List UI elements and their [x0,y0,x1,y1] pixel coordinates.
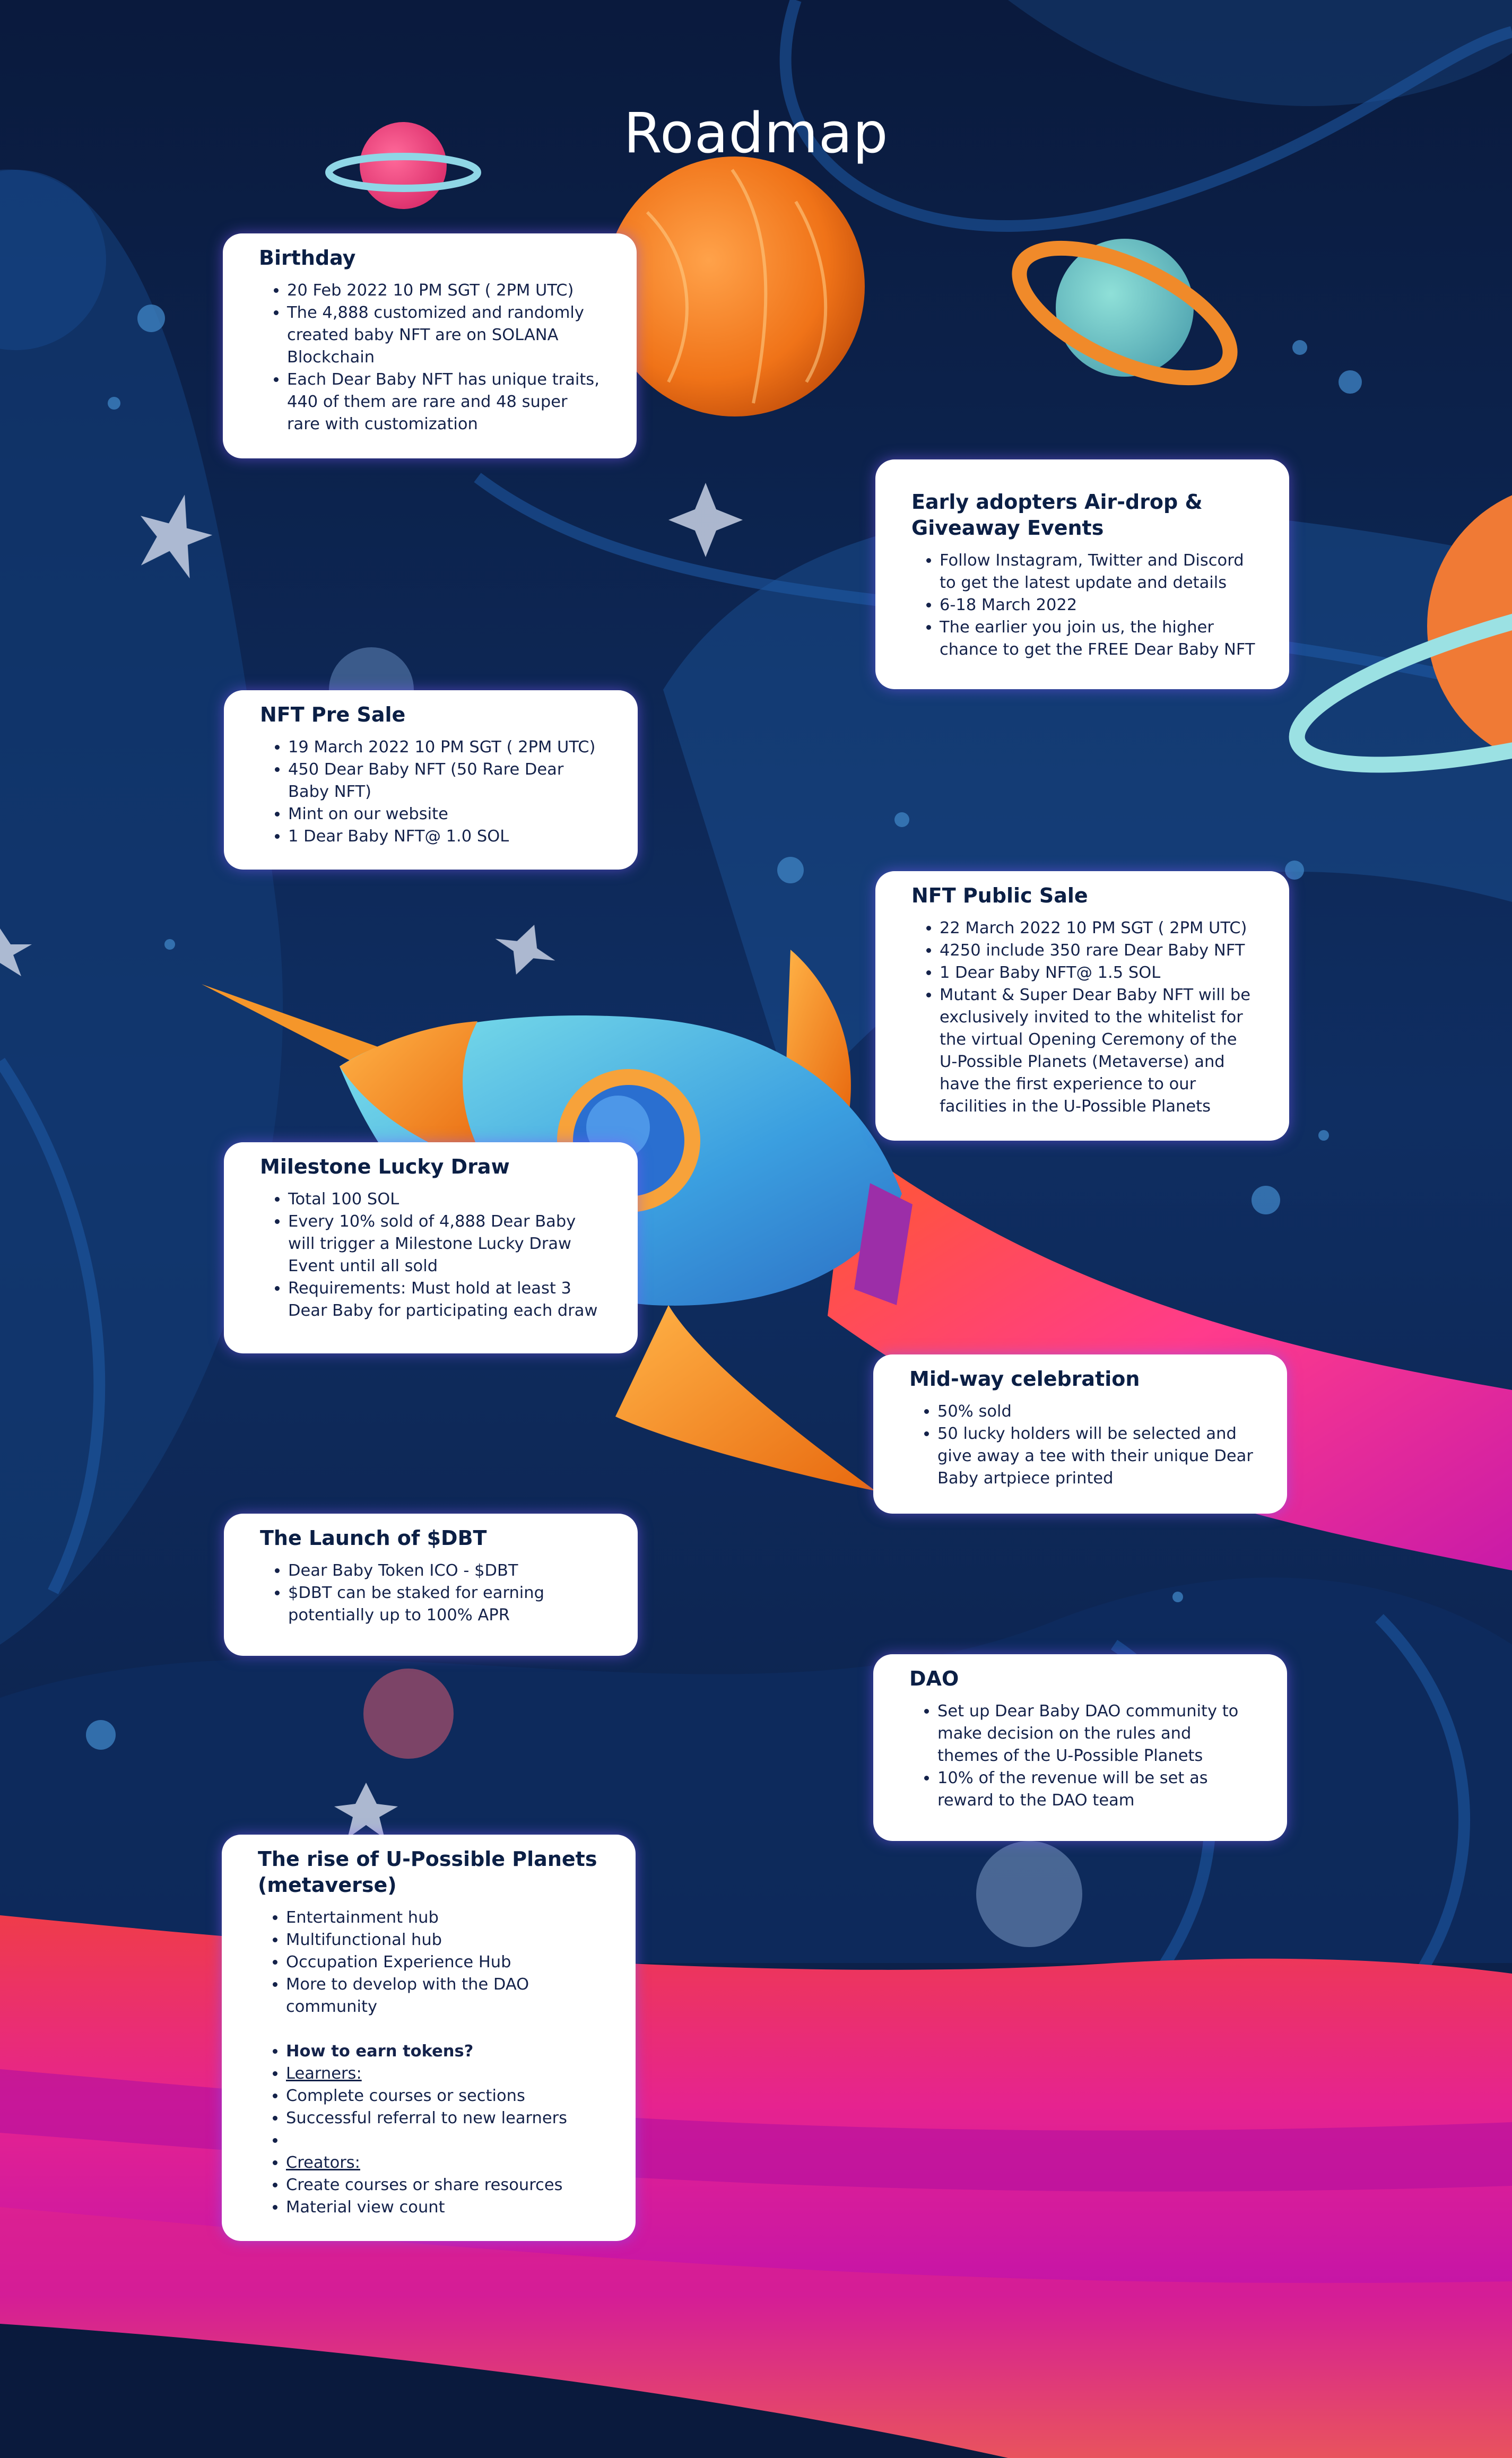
milestone-card-mid-way-celebration: Mid-way celebration 50% sold 50 lucky ho… [873,1354,1287,1514]
milestone-item: Multifunctional hub [286,1929,604,1951]
milestone-item: The 4,888 customized and randomly create… [287,302,605,369]
milestone-item: Requirements: Must hold at least 3 Dear … [288,1278,606,1322]
milestone-item: Entertainment hub [286,1907,604,1929]
milestone-list: Set up Dear Baby DAO community to make d… [909,1700,1255,1812]
milestone-item: 20 Feb 2022 10 PM SGT ( 2PM UTC) [287,280,605,302]
milestone-card-launch-dbt: The Launch of $DBT Dear Baby Token ICO -… [224,1514,638,1656]
milestone-item: 450 Dear Baby NFT (50 Rare Dear Baby NFT… [288,759,606,803]
learners-item: Successful referral to new learners [286,2107,604,2130]
milestone-title: Milestone Lucky Draw [260,1155,510,1178]
earn-tokens-heading: How to earn tokens? [286,2040,604,2063]
milestone-title: DAO [909,1667,959,1690]
milestone-item: 50 lucky holders will be selected and gi… [937,1423,1255,1490]
milestone-item: 4250 include 350 rare Dear Baby NFT [940,940,1257,962]
milestone-item: More to develop with the DAO community [286,1974,604,2018]
creators-item: Material view count [286,2196,604,2219]
milestone-list: Follow Instagram, Twitter and Discord to… [911,550,1257,661]
empty-list-item [286,2130,604,2152]
milestone-item: Mutant & Super Dear Baby NFT will be exc… [940,984,1257,1118]
milestone-card-lucky-draw: Milestone Lucky Draw Total 100 SOL Every… [224,1142,638,1353]
creators-label: Creators: [286,2152,604,2174]
milestone-title: NFT Pre Sale [260,703,406,726]
milestone-title: Mid-way celebration [909,1367,1140,1391]
milestone-list: 22 March 2022 10 PM SGT ( 2PM UTC) 4250 … [911,917,1257,1118]
milestone-item: Every 10% sold of 4,888 Dear Baby will t… [288,1211,606,1278]
creators-item: Create courses or share resources [286,2174,604,2196]
milestone-item: Set up Dear Baby DAO community to make d… [937,1700,1255,1767]
milestone-card-nft-pre-sale: NFT Pre Sale 19 March 2022 10 PM SGT ( 2… [224,690,638,870]
milestone-card-dao: DAO Set up Dear Baby DAO community to ma… [873,1654,1287,1841]
milestone-item: 6-18 March 2022 [940,594,1257,616]
learners-item: Complete courses or sections [286,2085,604,2107]
milestone-card-early-adopters: Early adopters Air-drop & Giveaway Event… [875,459,1289,689]
milestone-title: The Launch of $DBT [260,1526,487,1550]
milestone-item: Each Dear Baby NFT has unique traits, 44… [287,369,605,436]
milestone-title: Early adopters Air-drop & Giveaway Event… [911,490,1203,540]
milestone-list: 19 March 2022 10 PM SGT ( 2PM UTC) 450 D… [260,736,606,848]
milestone-title: Birthday [259,246,356,270]
milestone-item: 50% sold [937,1401,1255,1423]
milestone-list: 50% sold 50 lucky holders will be select… [909,1401,1255,1490]
milestone-item: Mint on our website [288,803,606,826]
milestone-item: 10% of the revenue will be set as reward… [937,1767,1255,1812]
milestone-item: 1 Dear Baby NFT@ 1.5 SOL [940,962,1257,984]
page-title: Roadmap [623,101,889,166]
milestone-card-birthday: Birthday 20 Feb 2022 10 PM SGT ( 2PM UTC… [223,233,637,458]
milestone-card-nft-public-sale: NFT Public Sale 22 March 2022 10 PM SGT … [875,871,1289,1141]
milestone-title: The rise of U-Possible Planets (metavers… [258,1847,597,1897]
milestone-item: 22 March 2022 10 PM SGT ( 2PM UTC) [940,917,1257,940]
milestone-item: 1 Dear Baby NFT@ 1.0 SOL [288,826,606,848]
milestone-list: Dear Baby Token ICO - $DBT $DBT can be s… [260,1560,606,1627]
milestone-list: Entertainment hub Multifunctional hub Oc… [258,1907,604,2219]
milestone-item: Occupation Experience Hub [286,1951,604,1974]
learners-label: Learners: [286,2063,604,2085]
milestone-list: Total 100 SOL Every 10% sold of 4,888 De… [260,1188,606,1322]
milestone-item: 19 March 2022 10 PM SGT ( 2PM UTC) [288,736,606,759]
milestone-item: $DBT can be staked for earning potential… [288,1582,606,1627]
milestone-list: 20 Feb 2022 10 PM SGT ( 2PM UTC) The 4,8… [259,280,605,436]
milestone-card-u-possible-planets: The rise of U-Possible Planets (metavers… [222,1835,636,2241]
milestone-item: Total 100 SOL [288,1188,606,1211]
milestone-item: The earlier you join us, the higher chan… [940,616,1257,661]
milestone-title: NFT Public Sale [911,884,1088,907]
milestone-item: Dear Baby Token ICO - $DBT [288,1560,606,1582]
milestone-item: Follow Instagram, Twitter and Discord to… [940,550,1257,594]
